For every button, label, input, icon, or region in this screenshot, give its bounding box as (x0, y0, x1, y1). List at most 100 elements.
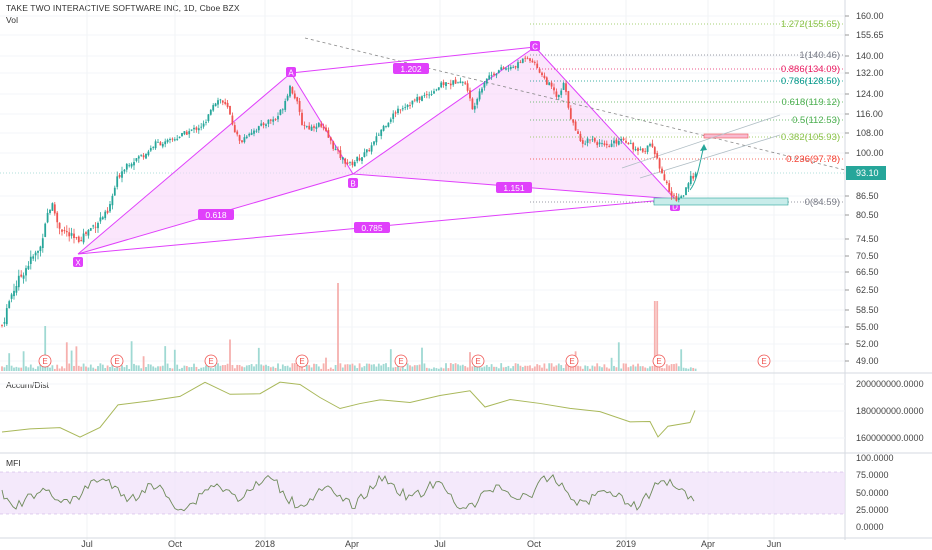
volume-bar (694, 368, 697, 371)
candle-body (245, 136, 248, 139)
candle-body (572, 119, 575, 123)
ratio-label: 0.785 (361, 223, 383, 233)
candle-body (99, 217, 102, 222)
candle-body (238, 135, 241, 141)
mfi-band (0, 472, 845, 514)
candle-body (171, 138, 174, 140)
candle-body (394, 112, 397, 114)
candle-body (22, 275, 25, 279)
candle-body (651, 143, 654, 147)
volume-bar (3, 367, 6, 371)
candle-body (193, 127, 195, 130)
candle-body (569, 108, 572, 119)
candle-body (128, 165, 131, 167)
x-tick-label: Oct (168, 539, 183, 549)
earnings-marker (394, 354, 408, 368)
volume-bar (406, 363, 409, 371)
candle-body (440, 82, 443, 88)
candle-body (461, 81, 464, 83)
fib-label: 0.236(97.78) (786, 154, 840, 165)
earnings-label: E (569, 357, 574, 366)
volume-bar (567, 364, 570, 371)
candle-body (497, 70, 500, 74)
candle-body (524, 57, 527, 59)
candle-body (17, 275, 20, 288)
candle-body (490, 74, 493, 76)
price-tick-label: 55.00 (856, 322, 879, 332)
volume-bar (305, 365, 308, 371)
earnings-label: E (208, 357, 213, 366)
candle-body (663, 174, 666, 181)
mfi-tick-label: 0.0000 (856, 522, 884, 532)
volume-bar (512, 366, 515, 371)
volume-bar (212, 368, 215, 371)
ratio-label-bg (393, 63, 429, 74)
volume-bar (133, 363, 135, 371)
volume-bar (538, 365, 541, 371)
earnings-marker (204, 354, 218, 368)
candle-body (305, 126, 308, 127)
candle-body (113, 187, 116, 196)
earnings-label: E (299, 357, 304, 366)
candle-body (399, 109, 402, 111)
candle-body (181, 132, 183, 137)
x-tick-label: Jul (434, 539, 446, 549)
candle-body (85, 232, 87, 234)
volume-bar (109, 366, 111, 371)
volume-bar (610, 357, 613, 371)
candle-body (469, 90, 471, 99)
volume-bar (303, 368, 306, 371)
volume-bar (39, 363, 42, 371)
volume-bar (452, 364, 455, 371)
x-tick-label: Jul (81, 539, 93, 549)
volume-bar (401, 365, 404, 371)
candle-body (459, 81, 462, 84)
volume-bar (457, 364, 459, 371)
candle-body (430, 94, 433, 95)
volume-bar (63, 368, 66, 371)
volume-bar (145, 367, 147, 371)
candle-body (77, 236, 80, 242)
candle-body (478, 91, 481, 100)
price-tick-label: 70.50 (856, 251, 879, 261)
volume-bar (382, 363, 385, 371)
candle-body (190, 129, 193, 131)
candle-body (493, 73, 495, 75)
volume-bar (269, 367, 272, 371)
volume-bar (243, 367, 246, 371)
candle-body (159, 142, 162, 146)
x-tick-label: 2019 (616, 539, 636, 549)
volume-bar (353, 365, 356, 371)
volume-bar (94, 368, 97, 371)
candle-body (514, 66, 517, 68)
volume-bar (677, 366, 680, 371)
candle-body (639, 149, 642, 150)
candle-body (353, 161, 356, 167)
volume-bar (205, 365, 207, 371)
candle-body (682, 195, 685, 197)
candle-body (605, 143, 608, 146)
volume-bar (603, 364, 606, 371)
ratio-label: 1.151 (503, 183, 525, 193)
volume-bar (154, 367, 157, 371)
candle-body (32, 256, 35, 259)
candle-body (133, 162, 135, 166)
earnings-label: E (398, 357, 403, 366)
candle-body (188, 131, 191, 135)
price-tick-label: 132.00 (856, 68, 884, 78)
volume-bar (61, 366, 63, 371)
volume-bar (209, 368, 212, 371)
candle-body (269, 119, 272, 121)
volume-bar (85, 366, 87, 371)
candle-body (248, 133, 251, 136)
candle-body (413, 99, 416, 101)
volume-bar (329, 367, 332, 371)
candle-body (310, 126, 313, 131)
price-tick-label: 160.00 (856, 11, 884, 21)
volume-bar (322, 363, 325, 371)
candle-body (646, 145, 649, 152)
volume-bar (337, 283, 339, 371)
candle-body (385, 126, 387, 127)
volume-bar (620, 368, 623, 371)
